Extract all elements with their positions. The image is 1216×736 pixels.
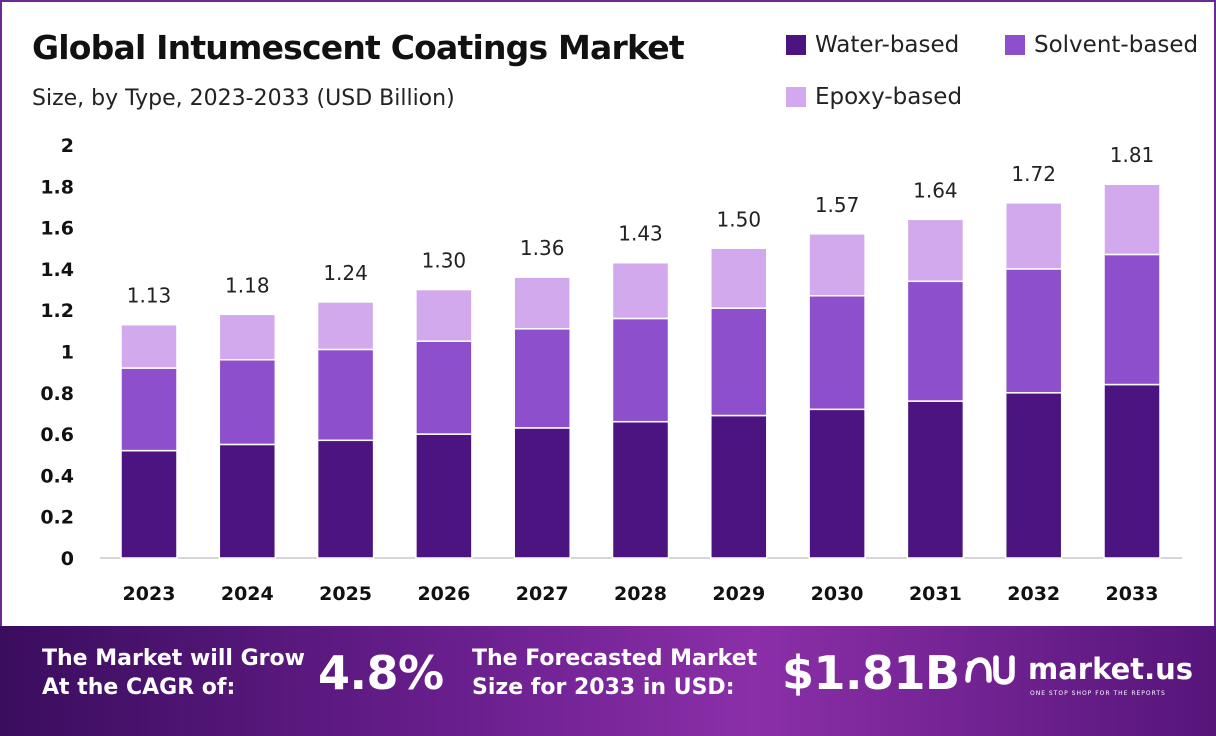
bar-epoxy-based-2025 [316,301,375,351]
bar-solvent-based-2026 [415,340,473,435]
x-tick-label: 2032 [1007,583,1060,605]
y-tick-label: 0.6 [40,424,74,446]
bar-water-based-2028 [611,420,670,559]
bar-solvent-based-2031 [906,280,965,402]
bar-solvent-based-2032 [1004,268,1063,394]
x-tick-label: 2030 [811,583,864,605]
brand-logo: market.us ONE STOP SHOP FOR THE REPORTS [962,650,1193,697]
bar-epoxy-based-2030 [808,233,866,297]
bar-solvent-based-2027 [513,328,571,429]
legend-swatch-water-based [786,35,806,55]
y-tick-label: 1.4 [40,259,74,281]
market-us-logo-icon [965,655,1015,685]
bar-epoxy-based-2024 [218,313,277,361]
x-tick-label: 2031 [909,583,962,605]
forecast-label-line2: Size for 2033 in USD: [472,675,735,700]
bar-epoxy-based-2026 [415,288,473,342]
total-label: 1.64 [913,178,958,202]
x-tick-label: 2029 [712,583,765,605]
stacked-bar-chart: 0 0.2 0.4 0.6 0.8 1 1.2 1.4 1.6 1.8 2 2023 2024 2025… [40,135,1182,605]
cagr-label-line2: At the CAGR of: [42,675,236,700]
cagr-label-line1: The Market will Grow [42,646,305,671]
bar-water-based-2026 [415,433,473,559]
forecast-value: $1.81B [782,646,960,700]
y-tick-label: 1 [61,342,74,364]
x-tick-label: 2025 [319,583,372,605]
legend-swatch-epoxy-based [786,87,806,107]
y-tick-label: 1.8 [40,176,74,198]
y-tick-label: 0.4 [40,465,74,487]
total-label: 1.18 [225,273,270,297]
total-label: 1.72 [1011,162,1056,186]
x-tick-label: 2027 [516,583,569,605]
chart-subtitle: Size, by Type, 2023-2033 (USD Billion) [32,86,455,111]
x-tick-label: 2033 [1106,583,1159,605]
y-tick-label: 1.6 [40,218,74,240]
legend-label-epoxy-based: Epoxy-based [815,84,963,110]
cagr-label: The Market will Grow At the CAGR of: [42,644,305,702]
total-label: 1.43 [618,222,663,246]
total-labels: 1.13 1.18 1.24 1.30 1.36 1.43 1.50 1.57 1.64 1.72… [127,143,1155,307]
x-tick-label: 2028 [614,583,667,605]
bar-epoxy-based-2033 [1103,183,1161,256]
bar-epoxy-based-2029 [710,247,768,309]
bar-water-based-2031 [906,400,965,559]
total-label: 1.30 [422,249,467,273]
brand-tagline: ONE STOP SHOP FOR THE REPORTS [1030,690,1166,697]
x-axis: 2023 2024 2025 2026 2027 2028 2029 2030 2031 2032… [123,583,1159,605]
bar-water-based-2027 [513,427,571,559]
bar-water-based-2033 [1103,383,1161,559]
forecast-label: The Forecasted Market Size for 2033 in U… [472,644,757,702]
legend-label-water-based: Water-based [815,32,960,58]
bar-epoxy-based-2031 [906,218,965,283]
legend-swatch-solvent-based [1005,35,1025,55]
x-tick-label: 2026 [417,583,470,605]
bar-solvent-based-2028 [611,317,670,423]
legend-item-water-based: Water-based [786,32,959,58]
legend-item-solvent-based: Solvent-based [1005,32,1198,58]
total-label: 1.36 [520,236,565,260]
total-label: 1.50 [717,207,762,231]
legend-item-epoxy-based: Epoxy-based [786,84,962,110]
bar-epoxy-based-2032 [1004,202,1063,270]
y-tick-label: 0 [61,548,74,570]
y-axis: 0 0.2 0.4 0.6 0.8 1 1.2 1.4 1.6 1.8 2 [40,135,74,570]
bar-epoxy-based-2027 [513,276,571,330]
total-label: 1.24 [323,261,368,285]
x-tick-label: 2024 [221,583,274,605]
forecast-label-line1: The Forecasted Market [472,646,758,671]
bar-water-based-2032 [1004,392,1063,559]
bar-water-based-2030 [808,408,866,559]
bar-solvent-based-2024 [218,359,277,446]
y-tick-label: 1.2 [40,300,74,322]
total-label: 1.81 [1110,143,1155,167]
bar-solvent-based-2023 [120,367,178,452]
footer-banner: The Market will Grow At the CAGR of: 4.8… [0,626,1216,736]
legend-label-solvent-based: Solvent-based [1034,32,1199,58]
x-tick-label: 2023 [123,583,176,605]
bar-solvent-based-2030 [808,294,866,411]
bar-solvent-based-2025 [316,348,375,442]
bar-solvent-based-2033 [1103,253,1161,386]
bar-water-based-2025 [316,439,375,559]
chart-title: Global Intumescent Coatings Market [32,28,685,67]
bars [120,183,1161,559]
y-tick-label: 2 [61,135,74,157]
total-label: 1.57 [815,193,860,217]
bar-epoxy-based-2028 [611,261,670,320]
total-label: 1.13 [127,284,172,308]
y-tick-label: 0.2 [40,507,74,529]
bar-water-based-2029 [710,414,768,559]
bar-water-based-2024 [218,443,277,559]
cagr-value: 4.8% [318,646,444,700]
bar-solvent-based-2029 [710,307,768,417]
bar-epoxy-based-2023 [120,323,178,369]
y-tick-label: 0.8 [40,383,74,405]
bar-water-based-2023 [120,449,178,559]
brand-name: market.us [1028,652,1194,686]
